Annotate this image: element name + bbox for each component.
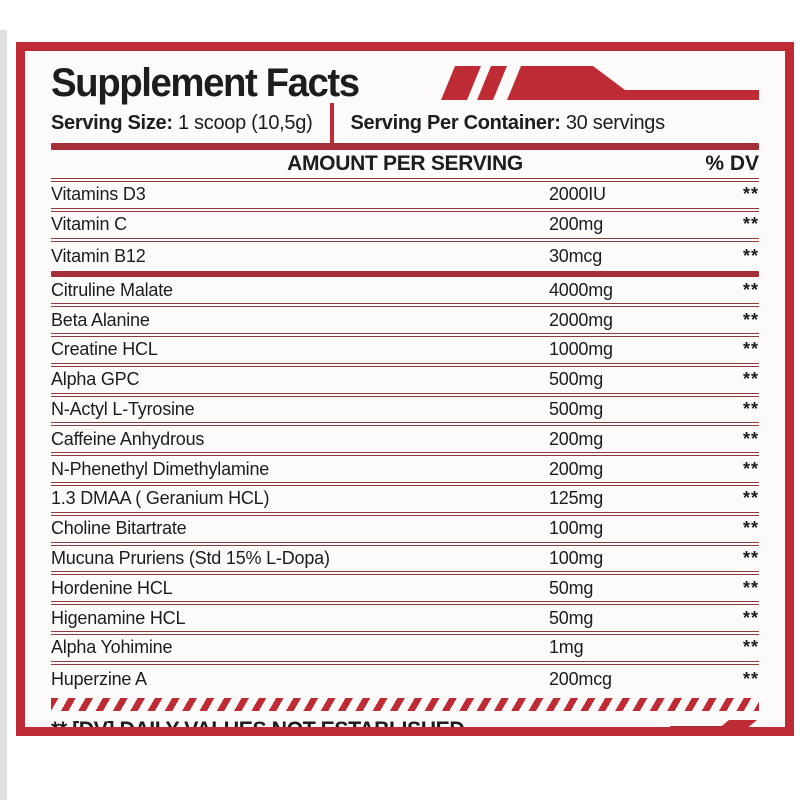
stepped-bar-icon [668,719,757,727]
ingredient-row: Vitamin B12 30mcg ** [51,242,759,272]
ingredient-name: Mucuna Pruriens (Std 15% L-Dopa) [51,547,330,568]
table-header: AMOUNT PER SERVING % DV [51,150,759,178]
ingredient-row: Higenamine HCL 50mg ** [51,605,759,635]
ingredient-amount: 125mg [549,488,604,509]
ingredient-dv: ** [742,309,759,330]
ingredient-name: N-Actyl L-Tyrosine [51,398,195,419]
section-bar [51,271,759,278]
ingredient-name: Choline Bitartrate [51,518,187,539]
daily-value-footnote: ** [DV] DAILY VALUES NOT ESTABLISHED [51,716,465,736]
serving-size: Serving Size: 1 scoop (10,5g) [51,111,313,135]
servings-per-container-label: Serving Per Container: [350,111,561,134]
ingredient-row: Huperzine A 200mcg ** [51,665,759,695]
ingredient-name: Alpha GPC [51,369,140,390]
ingredient-name: Citruline Malate [51,279,173,300]
ingredient-amount: 50mg [549,577,594,598]
ingredient-row: Mucuna Pruriens (Std 15% L-Dopa) 100mg *… [51,546,759,576]
ingredient-amount: 100mg [549,547,604,568]
ingredient-row: 1.3 DMAA ( Geranium HCL) 125mg ** [51,486,759,516]
ingredient-name: Beta Alanine [51,309,150,330]
ingredient-row: N-Actyl L-Tyrosine 500mg ** [51,397,759,427]
ingredient-row: Alpha Yohimine 1mg ** [51,635,759,665]
ingredient-row: Choline Bitartrate 100mg ** [51,516,759,546]
ingredient-dv: ** [742,398,759,419]
ingredient-dv: ** [742,428,759,449]
ingredient-name: Hordenine HCL [51,577,173,598]
section-bar [51,143,759,150]
header-separator [51,178,759,182]
ingredient-dv: ** [742,214,759,235]
ingredient-amount: 50mg [549,607,594,628]
servings-per-container: Serving Per Container: 30 servings [350,111,665,135]
ingredient-dv: ** [742,577,759,598]
serving-size-label: Serving Size: [51,111,173,134]
ingredient-row: Hordenine HCL 50mg ** [51,575,759,606]
ingredient-row: Beta Alanine 2000mg ** [51,307,759,337]
servings-per-container-value: 30 servings [565,111,665,134]
serving-size-value: 1 scoop (10,5g) [177,111,313,134]
ingredients-section: Citruline Malate 4000mg ** Beta Alanine … [51,277,759,694]
ingredient-amount: 2000IU [549,184,606,205]
ingredient-name: Vitamin C [51,214,127,235]
ingredient-dv: ** [742,547,759,568]
title-row: Supplement Facts [51,51,759,103]
ingredient-amount: 30mcg [549,245,603,266]
ingredient-dv: ** [742,184,759,205]
ingredient-dv: ** [742,339,759,360]
ingredient-row: Citruline Malate 4000mg ** [51,277,759,308]
dv-column-header: % DV [705,152,759,175]
ingredient-row: Caffeine Anhydrous 200mg ** [51,426,759,457]
ingredient-amount: 200mg [549,458,604,479]
ingredient-row: Vitamins D3 2000IU ** [51,182,759,212]
ingredient-amount: 4000mg [549,279,613,300]
serving-divider [330,103,335,143]
ingredient-name: Creatine HCL [51,339,158,360]
ingredient-name: Vitamins D3 [51,184,146,205]
ingredient-row: Creatine HCL 1000mg ** [51,337,759,367]
hazard-stripes-icon [51,697,759,711]
ingredient-row: Alpha GPC 500mg ** [51,367,759,397]
ingredient-name: Vitamin B12 [51,245,146,266]
ingredient-name: Alpha Yohimine [51,637,173,658]
ingredient-row: Vitamin C 200mg ** [51,212,759,242]
footer-row: ** [DV] DAILY VALUES NOT ESTABLISHED [51,711,759,736]
vitamins-section: Vitamins D3 2000IU ** Vitamin C 200mg **… [51,182,759,271]
amount-column-header: AMOUNT PER SERVING [287,152,523,175]
supplement-facts-panel: Supplement Facts Serving Size: 1 scoop (… [16,42,794,736]
photo-edge-artifact [0,30,7,800]
ingredient-name: Caffeine Anhydrous [51,428,205,449]
ingredient-dv: ** [742,458,759,479]
page-title: Supplement Facts [51,61,360,105]
ingredient-dv: ** [742,518,759,539]
ingredient-dv: ** [742,245,759,266]
ingredient-row: N-Phenethyl Dimethylamine 200mg ** [51,456,759,486]
ingredient-amount: 1000mg [549,339,613,360]
ingredient-name: Huperzine A [51,669,147,690]
ingredient-amount: 1mg [549,637,584,658]
ingredient-dv: ** [742,369,759,390]
ingredient-name: Higenamine HCL [51,607,186,628]
ingredient-dv: ** [742,488,759,509]
ingredient-name: N-Phenethyl Dimethylamine [51,458,270,479]
ingredient-amount: 100mg [549,518,604,539]
ingredient-amount: 200mcg [549,669,612,690]
serving-info-row: Serving Size: 1 scoop (10,5g) Serving Pe… [51,103,759,143]
ingredient-name: 1.3 DMAA ( Geranium HCL) [51,488,270,509]
ingredient-amount: 2000mg [549,309,613,330]
ingredient-dv: ** [742,607,759,628]
ingredient-dv: ** [742,637,759,658]
ingredient-amount: 500mg [549,398,604,419]
ingredient-amount: 500mg [549,369,604,390]
ingredient-dv: ** [742,279,759,300]
ingredient-amount: 200mg [549,428,604,449]
ingredient-dv: ** [742,669,759,690]
speed-stripes-icon [441,66,759,100]
ingredient-amount: 200mg [549,214,604,235]
